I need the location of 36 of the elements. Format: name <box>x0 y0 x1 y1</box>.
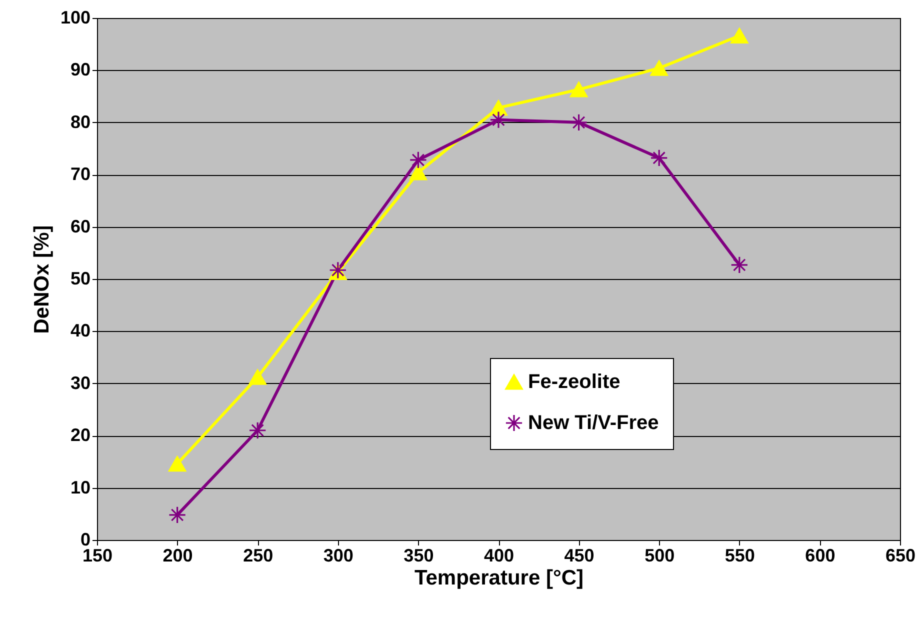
point <box>650 149 668 167</box>
x-tick-label: 250 <box>243 546 274 566</box>
y-tick-label: 50 <box>70 268 90 288</box>
legend-label: New Ti/V-Free <box>528 412 659 434</box>
y-tick-label: 70 <box>70 164 90 184</box>
point <box>329 261 347 279</box>
point <box>570 82 588 98</box>
point <box>248 422 266 440</box>
point <box>409 164 428 180</box>
x-tick-label: 200 <box>162 546 193 566</box>
x-tick-label: 500 <box>644 546 675 566</box>
y-tick-label: 30 <box>70 372 90 393</box>
point <box>730 28 748 44</box>
y-tick-label: 20 <box>70 425 90 446</box>
x-tick-label: 600 <box>805 546 836 566</box>
y-tick-label: 90 <box>70 60 90 80</box>
y-tick-label: 80 <box>70 112 90 132</box>
y-tick-label: 60 <box>70 216 90 236</box>
x-tick-label: 350 <box>404 546 434 566</box>
x-tick-label: 300 <box>323 546 354 566</box>
point <box>168 506 186 524</box>
x-tick-label: 550 <box>724 546 755 566</box>
legend-label: Fe-zeolite <box>528 371 620 393</box>
x-tick-label: 400 <box>484 546 514 566</box>
x-tick-label: 650 <box>885 546 916 566</box>
point <box>168 456 186 472</box>
x-axis-title: Temperature [°C] <box>414 566 584 590</box>
point <box>650 60 668 76</box>
point <box>730 256 748 274</box>
y-tick-label: 100 <box>60 8 90 28</box>
y-tick-label: 10 <box>70 477 90 498</box>
x-tick-label: 450 <box>564 546 594 566</box>
y-tick-label: 40 <box>70 320 90 341</box>
y-axis-title: DeNOx [%] <box>30 225 54 334</box>
point <box>409 151 428 169</box>
point <box>248 369 266 385</box>
